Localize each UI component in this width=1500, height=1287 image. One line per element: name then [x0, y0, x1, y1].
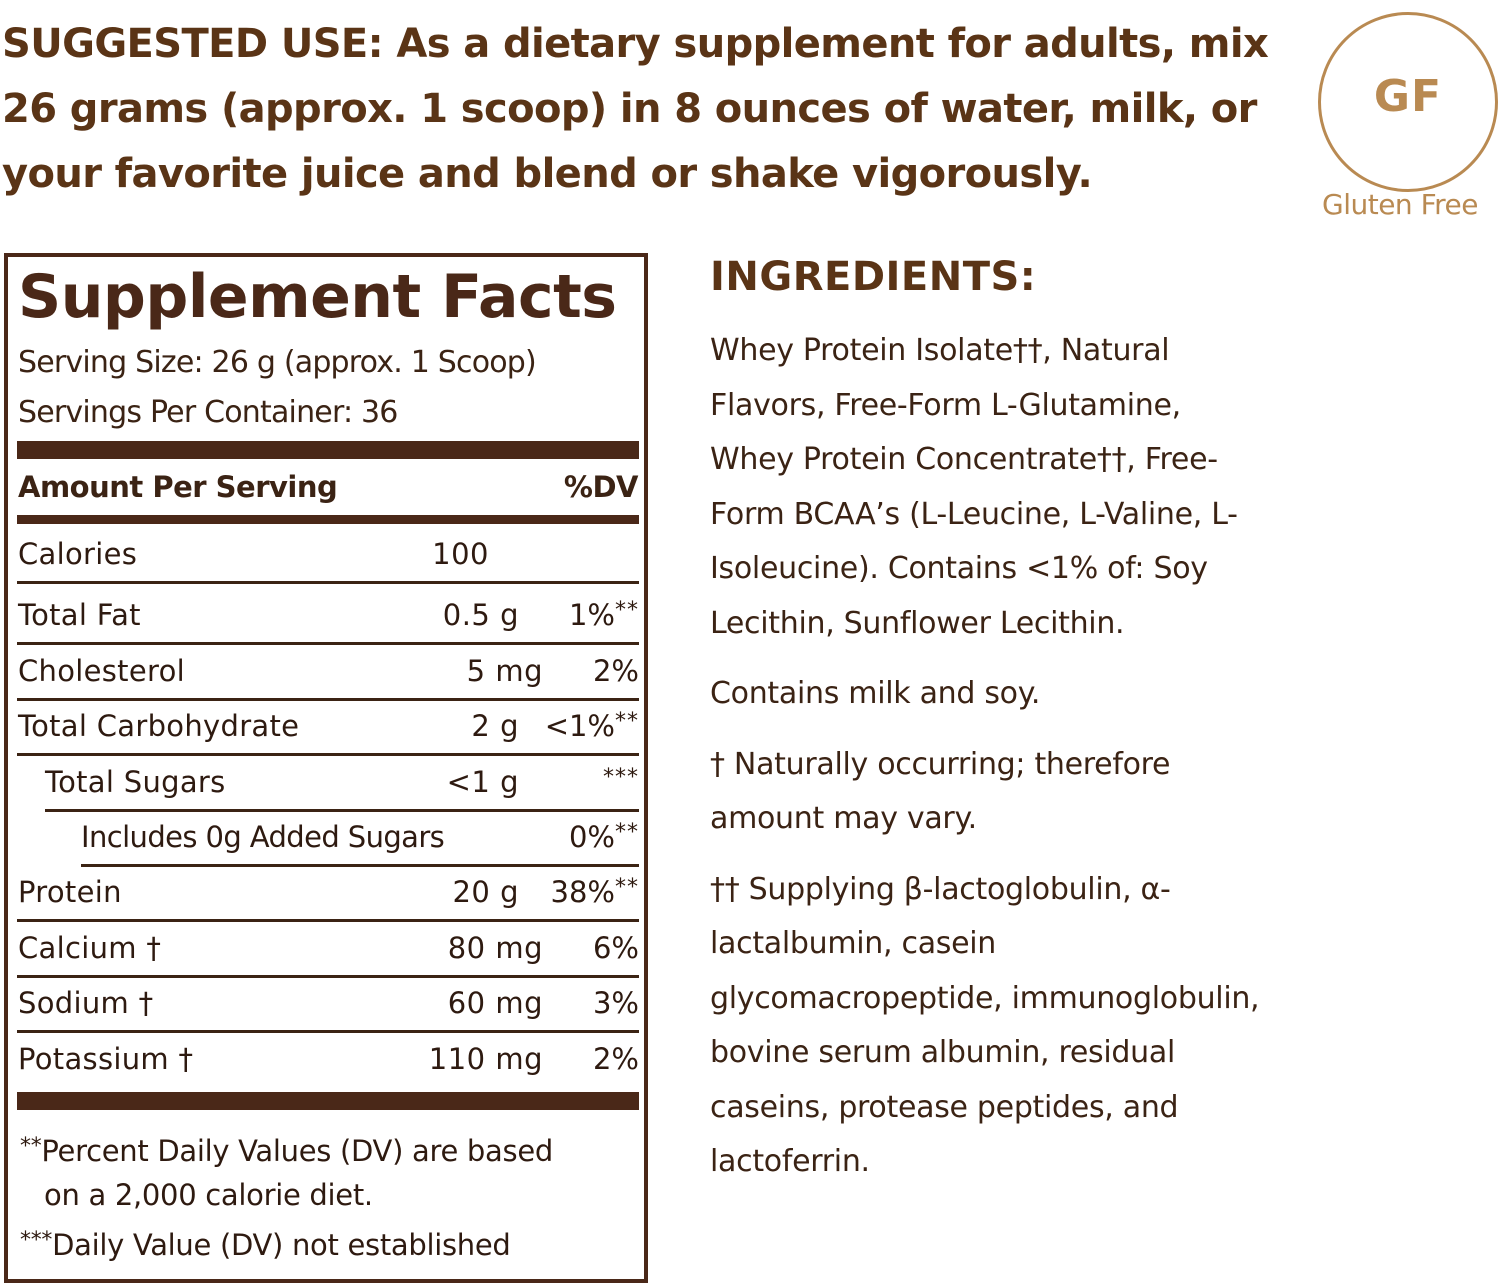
row-divider [45, 809, 639, 812]
supplement-facts-panel: Supplement Facts Serving Size: 26 g (app… [4, 253, 648, 1283]
gluten-free-badge-icon: GF [1318, 12, 1498, 192]
badge-letters: GF [1373, 70, 1443, 122]
facts-title: Supplement Facts [18, 262, 617, 332]
footnote-not-established: ***Daily Value (DV) not established [20, 1228, 511, 1262]
nutrient-amount: 2 g [471, 709, 519, 743]
nutrient-dv: 2% [592, 1042, 639, 1076]
nutrient-dv: 38%** [550, 875, 639, 909]
thick-divider [17, 441, 639, 459]
nutrient-name: Total Fat [18, 598, 141, 632]
ingredients-section: INGREDIENTS: Whey Protein Isolate††, Nat… [710, 248, 1270, 1190]
nutrient-row-sodium: Sodium † 60 mg 3% [17, 978, 639, 1033]
facts-header-row: Amount Per Serving %DV [18, 465, 639, 509]
row-divider [81, 864, 639, 867]
nutrient-amount: 100 [432, 537, 489, 571]
thick-divider [17, 1092, 639, 1110]
row-divider [17, 919, 639, 922]
row-divider [17, 975, 639, 978]
nutrient-amount: 80 mg [447, 931, 543, 965]
nutrient-dv: 0%** [568, 820, 639, 854]
nutrient-dv: 1%** [568, 598, 639, 632]
servings-per-container: Servings Per Container: 36 [18, 395, 398, 430]
nutrient-amount: 0.5 g [442, 598, 519, 632]
double-dagger-footnote: †† Supplying β-lactoglobulin, α-lactalbu… [710, 871, 1260, 1180]
suggested-use-text: SUGGESTED USE: As a dietary supplement f… [2, 21, 1269, 197]
nutrient-name: Protein [18, 875, 122, 909]
row-divider [17, 1030, 639, 1033]
nutrient-amount: 110 mg [428, 1042, 543, 1076]
serving-size: Serving Size: 26 g (approx. 1 Scoop) [18, 345, 537, 380]
nutrient-name: Sodium † [18, 986, 154, 1020]
dv-column-label: %DV [563, 470, 639, 504]
nutrient-row-added-sugars: Includes 0g Added Sugars 0%** [17, 812, 639, 867]
nutrient-row-total-sugars: Total Sugars <1 g *** [17, 757, 639, 812]
thick-divider [17, 515, 639, 524]
nutrient-row-total-carbohydrate: Total Carbohydrate 2 g <1%** [17, 701, 639, 756]
nutrient-amount: 5 mg [466, 654, 543, 688]
nutrient-dv: 3% [592, 986, 639, 1020]
nutrient-name: Total Carbohydrate [18, 709, 300, 743]
nutrient-dv: 6% [592, 931, 639, 965]
nutrient-name: Potassium † [18, 1042, 194, 1076]
nutrient-dv: 2% [592, 654, 639, 688]
nutrient-name: Calcium † [18, 931, 162, 965]
badge-caption: Gluten Free [1322, 188, 1479, 221]
nutrient-amount: 60 mg [447, 986, 543, 1020]
row-divider [17, 581, 639, 584]
nutrient-row-calories: Calories 100 [17, 529, 639, 584]
nutrient-dv: *** [603, 765, 639, 790]
ingredients-title: INGREDIENTS: [710, 254, 1037, 300]
nutrient-name: Includes 0g Added Sugars [81, 820, 445, 854]
nutrient-row-protein: Protein 20 g 38%** [17, 867, 639, 922]
row-divider [17, 698, 639, 701]
allergen-statement: Contains milk and soy. [710, 676, 1041, 711]
nutrient-row-potassium: Potassium † 110 mg 2% [17, 1034, 639, 1089]
nutrient-row-total-fat: Total Fat 0.5 g 1%** [17, 590, 639, 645]
gluten-free-badge: GF Gluten Free [1316, 10, 1498, 230]
row-divider [17, 753, 639, 756]
nutrient-name: Cholesterol [18, 654, 185, 688]
nutrient-name: Calories [18, 537, 138, 571]
nutrient-row-calcium: Calcium † 80 mg 6% [17, 923, 639, 978]
nutrient-name: Total Sugars [45, 765, 226, 799]
dagger-footnote: † Naturally occurring; therefore amount … [710, 746, 1171, 837]
footnote-dv: **Percent Daily Values (DV) are based on… [20, 1134, 553, 1212]
amount-per-serving-label: Amount Per Serving [18, 470, 338, 504]
row-divider [17, 642, 639, 645]
nutrient-dv: <1%** [544, 709, 639, 743]
nutrient-amount: 20 g [452, 875, 519, 909]
nutrient-amount: <1 g [446, 765, 519, 799]
nutrient-row-cholesterol: Cholesterol 5 mg 2% [17, 646, 639, 701]
ingredients-list: Whey Protein Isolate††, Natural Flavors,… [710, 333, 1238, 641]
